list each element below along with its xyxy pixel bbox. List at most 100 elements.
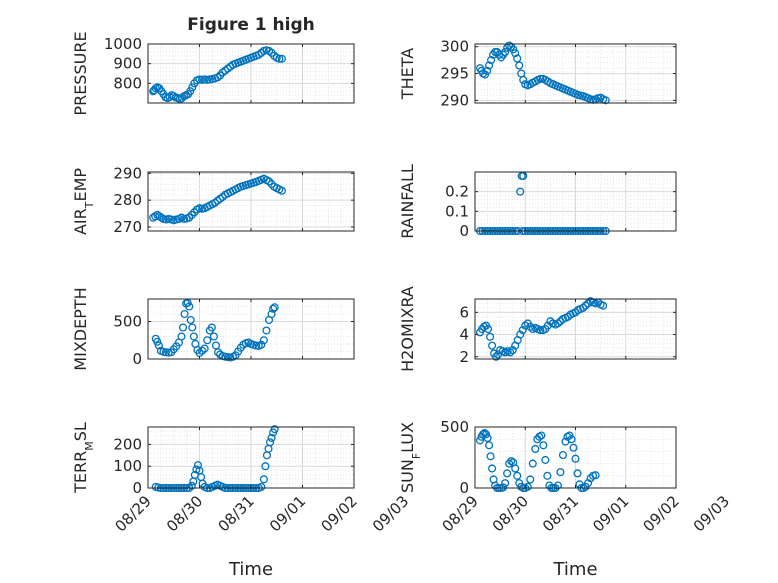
data-point [188,323,197,332]
data-point [186,87,195,96]
data-point [526,475,535,484]
data-point [187,481,196,490]
data-point [259,475,268,484]
data-point [488,341,497,350]
data-point [482,430,491,439]
data-point [539,441,548,450]
data-point [200,344,209,353]
data-point [259,336,268,345]
x-tick-label: 09/01 [589,492,632,535]
data-point [519,75,528,84]
y-axis-label: H2OMIXRA [398,286,417,372]
y-tick-label: 900 [113,55,142,73]
data-point [196,473,206,482]
subplot-2: 290 295 300 THETA [398,38,677,109]
series-markers [149,174,286,225]
series-markers [475,41,610,105]
y-tick-label: 295 [440,65,469,83]
data-point [211,341,221,350]
data-point [261,462,270,471]
y-tick-label: 290 [440,91,469,109]
subplot-7: 0 100 200 TERRMSL 08/29 08/30 08/31 09/01 09/02 0… [71,422,412,580]
x-tick-label: 09/03 [690,492,733,535]
y-tick-label: 0.1 [445,202,469,220]
data-point [553,481,562,490]
data-point [193,461,203,470]
data-point [270,425,279,434]
data-point [516,330,525,339]
data-point [536,326,545,335]
data-point [186,315,195,325]
series-markers [151,298,279,362]
data-point [511,49,520,58]
subplot-3: 270 280 290 AIRTEMP [71,164,355,236]
data-point [537,431,546,440]
data-point [511,464,520,473]
data-point [513,54,522,63]
data-point [262,326,271,335]
grid [474,171,677,232]
data-point [556,468,565,477]
data-point [180,309,189,319]
data-point [558,451,567,460]
data-point [499,483,508,492]
data-point [269,304,278,313]
grid [147,426,355,489]
data-point [578,303,588,312]
data-point [275,54,284,63]
data-point [262,451,272,460]
y-tick-label: 800 [113,74,142,92]
data-point [521,321,530,330]
data-point [209,332,218,341]
y-tick-label: 6 [459,303,469,321]
data-point [185,302,194,311]
data-point [543,321,552,330]
data-point [483,433,492,443]
data-point [485,441,494,450]
y-tick-label: 100 [113,457,142,475]
data-point [484,324,493,334]
data-point [531,444,540,454]
data-point [277,186,286,195]
x-tick-label: 08/30 [163,492,206,535]
y-tick-label: 0 [459,222,469,240]
y-tick-label: 280 [113,191,142,209]
grid [474,426,677,489]
data-point [599,301,608,310]
data-point [528,459,537,468]
y-axis-label: SUNFLUX [398,422,423,493]
data-point [506,348,515,357]
data-point [153,337,162,346]
data-point [543,471,552,480]
x-tick-label: 08/31 [215,492,258,535]
subplot-5: 0 500 MIXDEPTH [71,287,355,371]
data-point [154,341,163,350]
data-point [569,443,578,452]
y-tick-label: 200 [113,435,142,453]
y-tick-label: 300 [440,38,469,56]
y-axis-label: PRESSURE [71,31,90,115]
subplot-6: 2 4 6 H2OMIXRA [398,286,677,372]
data-point [155,212,164,221]
data-point [486,332,495,341]
data-point [518,326,527,335]
y-tick-label: 500 [113,313,142,331]
data-point [581,301,590,310]
y-axis-label: AIRTEMP [71,168,96,235]
data-point [270,303,279,312]
data-point [483,66,492,75]
y-tick-label: 0 [132,350,142,368]
data-point [188,83,197,92]
data-point [513,471,522,480]
grid [147,298,355,360]
data-point [177,332,186,341]
data-point [584,299,593,308]
data-point [169,92,178,101]
data-point [503,469,512,478]
data-point [198,346,207,355]
data-point [486,452,495,461]
data-point [492,352,501,361]
data-point [591,471,600,480]
subplot-8: 0 500 SUNFLUX 08/29 08/30 08/31 09/01 09/02 09/0… [398,418,733,580]
